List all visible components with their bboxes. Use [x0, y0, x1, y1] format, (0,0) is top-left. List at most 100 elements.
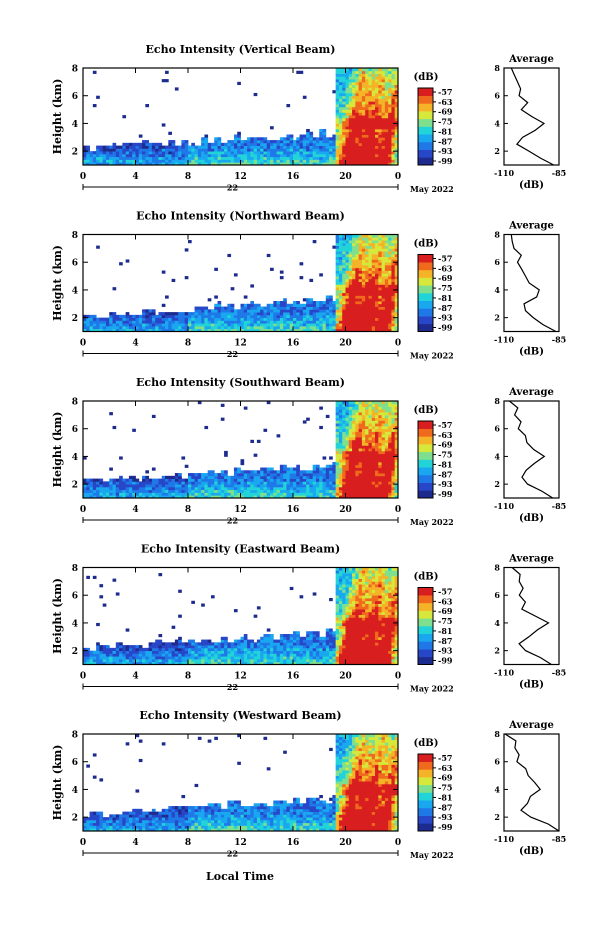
heatmap-cell: [161, 656, 166, 660]
heatmap-cell: [276, 320, 281, 324]
heatmap-cell: [335, 403, 340, 407]
heatmap-cell: [352, 309, 356, 313]
heatmap-cell: [96, 320, 100, 324]
heatmap-cell: [296, 470, 300, 474]
heatmap-cell: [227, 492, 232, 496]
heatmap-cell: [115, 314, 120, 319]
heatmap-cell: [293, 656, 297, 660]
heatmap-cell: [312, 473, 317, 477]
heatmap-cell: [365, 314, 369, 319]
heatmap-cell: [233, 314, 238, 319]
heatmap-cell: [355, 267, 360, 271]
heatmap-cell: [355, 134, 360, 138]
heatmap-cell: [115, 320, 120, 324]
heatmap-cell: [283, 489, 287, 493]
heatmap-cell: [365, 289, 369, 294]
heatmap-cell: [332, 325, 337, 330]
x-tick-label: 12: [234, 172, 247, 182]
heatmap-cell: [283, 153, 287, 158]
heatmap-cell: [358, 73, 363, 77]
heatmap-cell: [355, 264, 360, 269]
heatmap-cell: [296, 70, 300, 74]
heatmap-cell: [345, 473, 350, 477]
heatmap-cell: [381, 314, 386, 319]
heatmap-cell: [161, 303, 166, 307]
heatmap-cell: [342, 153, 346, 158]
heatmap-cell: [289, 140, 294, 144]
heatmap-cell: [338, 478, 343, 482]
heatmap-cell: [355, 328, 360, 332]
heatmap-cell: [145, 309, 150, 313]
heatmap-cell: [109, 148, 113, 152]
heatmap-cell: [365, 328, 369, 332]
heatmap-cell: [299, 325, 304, 330]
heatmap-cell: [260, 647, 264, 652]
heatmap-cell: [378, 270, 382, 274]
heatmap-cell: [263, 145, 268, 149]
heatmap-cell: [352, 287, 356, 291]
heatmap-cell: [315, 478, 320, 482]
heatmap-cell: [394, 145, 399, 149]
heatmap-cell: [378, 140, 382, 144]
heatmap-cell: [289, 636, 294, 640]
heatmap-cell: [115, 592, 120, 596]
heatmap-cell: [132, 650, 136, 654]
heatmap-cell: [217, 486, 222, 491]
heatmap-cell: [335, 320, 340, 324]
heatmap-cell: [165, 656, 169, 660]
heatmap-cell: [145, 148, 150, 152]
heatmap-cell: [365, 298, 369, 302]
heatmap-cell: [378, 109, 382, 113]
heatmap-cell: [214, 661, 218, 665]
heatmap-cell: [151, 314, 156, 319]
heatmap-cell: [371, 314, 376, 319]
heatmap-cell: [394, 95, 399, 99]
heatmap-cell: [92, 478, 97, 482]
date-label: May 2022: [410, 351, 454, 361]
heatmap-cell: [233, 656, 238, 660]
heatmap-cell: [181, 323, 186, 327]
heatmap-cell: [270, 634, 274, 638]
heatmap-cell: [361, 256, 366, 260]
heatmap-cell: [338, 159, 343, 163]
heatmap-cell: [286, 314, 291, 319]
heatmap-cell: [279, 475, 284, 479]
heatmap-cell: [368, 140, 373, 144]
heatmap-cell: [105, 145, 110, 149]
heatmap-cell: [322, 484, 327, 488]
heatmap-cell: [109, 486, 113, 491]
heatmap-cell: [276, 642, 281, 646]
heatmap-cell: [342, 128, 346, 133]
heatmap-cell: [92, 104, 97, 108]
heatmap-cell: [355, 309, 360, 313]
heatmap-cell: [312, 492, 317, 496]
heatmap-cell: [233, 145, 238, 149]
heatmap-cell: [342, 445, 346, 449]
heatmap-cell: [273, 323, 277, 327]
heatmap-cell: [178, 478, 182, 482]
heatmap-cell: [263, 309, 268, 313]
heatmap-cell: [329, 323, 333, 327]
heatmap-cell: [338, 448, 343, 452]
heatmap-cell: [315, 475, 320, 479]
heatmap-cell: [368, 109, 373, 113]
heatmap-cell: [279, 636, 284, 640]
heatmap-cell: [184, 489, 189, 493]
heatmap-cell: [145, 658, 150, 663]
heatmap-cell: [335, 270, 340, 274]
heatmap-cell: [391, 134, 396, 138]
heatmap-cell: [352, 464, 356, 468]
heatmap-cell: [115, 492, 120, 496]
heatmap-cell: [174, 492, 179, 496]
heatmap-cell: [240, 312, 245, 316]
heatmap-cell: [197, 153, 202, 158]
profile-title: Average: [508, 221, 554, 232]
heatmap-cell: [375, 248, 379, 252]
heatmap-cell: [105, 323, 110, 327]
heatmap-cell: [358, 492, 363, 496]
heatmap-cell: [161, 661, 166, 665]
heatmap-cell: [224, 495, 228, 499]
heatmap-cell: [230, 647, 235, 652]
heatmap-cell: [388, 320, 392, 324]
heatmap-cell: [355, 281, 360, 285]
